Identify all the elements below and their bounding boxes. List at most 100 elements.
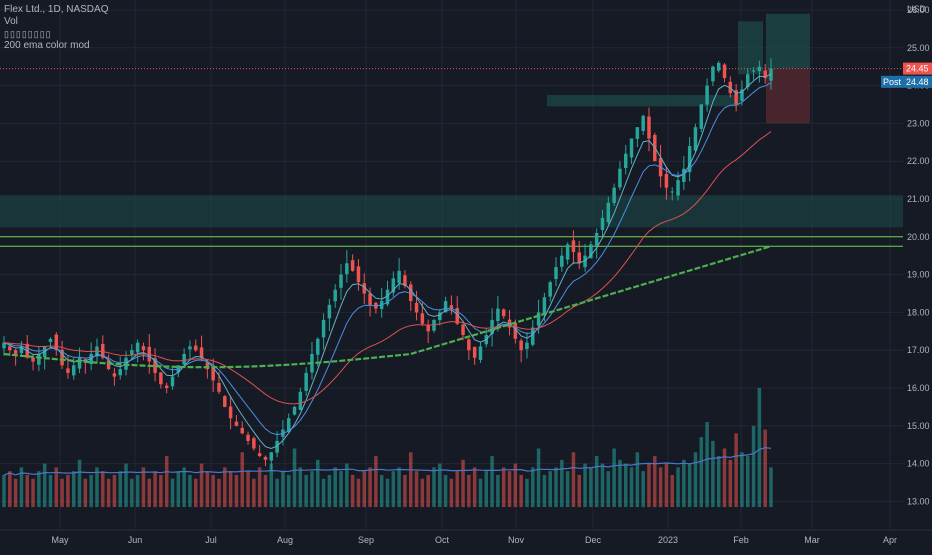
candle-body: [228, 406, 233, 419]
candle-body: [159, 372, 163, 385]
time-tick-label: Apr: [883, 535, 897, 545]
candle-body: [443, 301, 448, 313]
candle-body: [467, 339, 471, 351]
candle-body: [188, 346, 192, 350]
price-tick-label: 14.00: [907, 459, 930, 469]
volume-bar: [2, 474, 6, 508]
volume-bar: [298, 467, 303, 508]
last-price-tag: [903, 62, 932, 75]
candle-body: [513, 323, 518, 339]
candle-body: [316, 338, 320, 355]
position-target-zone: [766, 13, 810, 69]
candle-body: [292, 406, 297, 415]
volume-bar: [95, 467, 99, 508]
candle-body: [48, 338, 53, 342]
volume-bar: [507, 471, 512, 508]
candle-body: [461, 324, 465, 336]
volume-bar: [461, 459, 465, 508]
time-tick-label: Sep: [358, 535, 374, 545]
volume-bar: [600, 463, 605, 508]
price-tick-label: 13.00: [907, 496, 930, 506]
volume-bar: [693, 452, 698, 508]
volume-bar: [327, 474, 332, 508]
volume-bar: [77, 459, 82, 508]
volume-bar: [385, 478, 390, 508]
price-tick-label: 15.00: [907, 421, 930, 431]
candle-body: [71, 365, 76, 376]
volume-bar: [292, 448, 297, 508]
candle-body: [571, 240, 576, 252]
position-stop-zone: [766, 68, 810, 124]
ema-indicator-label[interactable]: 200 ema color mod: [4, 40, 90, 51]
candle-body: [304, 372, 308, 391]
support-zone: [0, 195, 903, 228]
volume-bar: [118, 471, 122, 508]
time-tick-label: Aug: [277, 535, 293, 545]
candle-body: [77, 357, 82, 369]
candle-body: [693, 127, 698, 151]
time-tick-label: Feb: [733, 535, 749, 545]
legend-icons: ▯▯▯▯▯▯▯▯: [4, 29, 52, 39]
candle-body: [408, 284, 413, 302]
symbol-title[interactable]: Flex Ltd., 1D, NASDAQ: [4, 4, 109, 15]
candle-body: [751, 70, 756, 72]
candle-body: [531, 327, 535, 345]
time-tick-label: Nov: [508, 535, 525, 545]
volume-bar: [257, 467, 262, 508]
volume-bar: [705, 422, 709, 508]
volume-bar: [13, 478, 18, 508]
candle-body: [699, 104, 704, 129]
candle-body: [223, 396, 227, 407]
volume-label[interactable]: Vol: [4, 16, 18, 27]
volume-bar: [281, 471, 285, 508]
candle-body: [746, 74, 750, 88]
post-price-text: 24.48: [906, 77, 929, 87]
volume-bar: [147, 478, 152, 508]
volume-bar: [263, 474, 268, 508]
candle-body: [118, 369, 122, 376]
candle-body: [554, 267, 558, 280]
candle-body: [54, 334, 59, 351]
resistance-box: [547, 95, 740, 107]
candle-body: [682, 168, 686, 183]
price-tick-label: 18.00: [907, 307, 930, 317]
volume-bar: [374, 456, 378, 508]
volume-bar: [420, 478, 425, 508]
candle-body: [734, 90, 738, 105]
volume-bar: [618, 459, 622, 508]
volume-bar: [316, 459, 320, 508]
candle-body: [182, 353, 186, 365]
candle-body: [565, 244, 570, 260]
volume-bar: [658, 467, 663, 508]
time-tick-label: Jul: [205, 535, 217, 545]
candle-body: [362, 283, 367, 294]
candle-body: [432, 319, 436, 331]
volume-bar: [234, 474, 239, 508]
last-price-text: 24.45: [906, 64, 929, 74]
volume-bar: [130, 478, 134, 508]
candle-body: [350, 260, 355, 271]
candle-body: [641, 115, 645, 131]
candle-body: [234, 421, 239, 426]
volume-bar: [71, 471, 76, 508]
candle-body: [623, 153, 628, 168]
candle-body: [257, 453, 262, 457]
volume-bar: [513, 463, 518, 508]
candle-body: [397, 270, 401, 283]
candle-body: [286, 418, 291, 432]
volume-bar: [438, 463, 442, 508]
volume-bar: [350, 474, 355, 508]
time-tick-label: Dec: [585, 535, 602, 545]
volume-bar: [594, 456, 599, 508]
candle-body: [240, 427, 244, 434]
candle-body: [345, 263, 349, 275]
volume-bar: [112, 474, 117, 508]
volume-bar: [159, 474, 163, 508]
candle-body: [60, 349, 64, 366]
volume-bar: [641, 471, 645, 508]
candle-body: [455, 308, 459, 324]
ema-fast-line: [3, 73, 772, 450]
volume-bar: [722, 448, 727, 508]
